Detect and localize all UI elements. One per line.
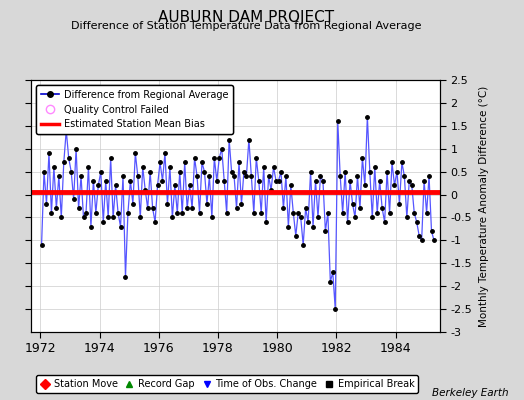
Text: Berkeley Earth: Berkeley Earth: [432, 388, 508, 398]
Text: AUBURN DAM PROJECT: AUBURN DAM PROJECT: [158, 10, 334, 25]
Y-axis label: Monthly Temperature Anomaly Difference (°C): Monthly Temperature Anomaly Difference (…: [479, 85, 489, 327]
Legend: Station Move, Record Gap, Time of Obs. Change, Empirical Break: Station Move, Record Gap, Time of Obs. C…: [36, 375, 418, 393]
Text: Difference of Station Temperature Data from Regional Average: Difference of Station Temperature Data f…: [71, 21, 421, 31]
Legend: Difference from Regional Average, Quality Control Failed, Estimated Station Mean: Difference from Regional Average, Qualit…: [36, 85, 233, 134]
